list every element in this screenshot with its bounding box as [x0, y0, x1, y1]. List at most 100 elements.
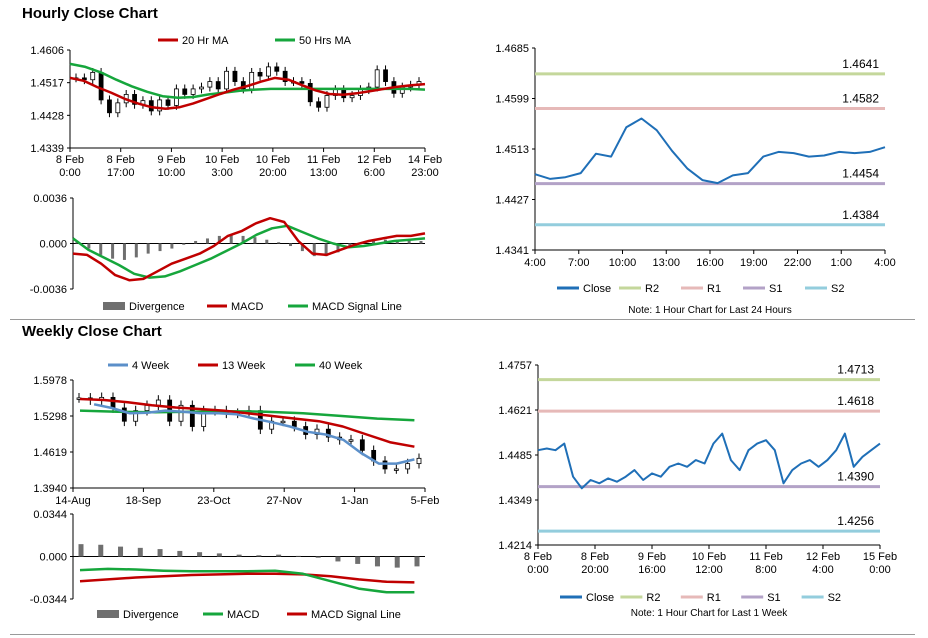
hourly-divergence-bar: [111, 243, 115, 259]
weekly-levels-x-tick-label: 0:00: [527, 564, 548, 576]
hourly-divergence-bar: [229, 234, 233, 244]
hourly-levels-x-tick-label: 1:00: [831, 257, 852, 269]
hourly-levels-legend-r1-label: R1: [707, 283, 721, 295]
weekly-levels-x-tick-label: 10 Feb: [692, 551, 726, 563]
hourly-divergence-bar: [265, 239, 269, 244]
hourly-divergence-bar: [289, 243, 293, 247]
weekly-levels-legend-s1-label: S1: [767, 592, 780, 604]
hourly-divergence-bar: [241, 235, 245, 244]
weekly-levels-x-tick-label: 11 Feb: [749, 551, 782, 563]
hourly-price-candle-body: [199, 86, 204, 90]
hourly-price-candle-body: [182, 88, 188, 95]
hourly-ma20-line: [69, 76, 426, 110]
weekly-macd-y-tick-label: -0.0344: [30, 594, 67, 606]
weekly-levels-level-label-s1: 1.4390: [837, 470, 874, 484]
weekly-levels-x-tick-label: 8:00: [755, 564, 776, 576]
hourly-price-candle-body: [190, 88, 196, 95]
hourly-price-x-tick-label: 14 Feb: [408, 154, 442, 166]
weekly-price-candle-body: [133, 410, 139, 422]
hourly-price-candle-body: [257, 71, 263, 77]
weekly-levels-legend-s2-label: S2: [828, 592, 841, 604]
weekly-legend-4w-label: 4 Week: [132, 360, 170, 372]
hourly-price-candle-body: [307, 83, 313, 103]
hourly-price-candle-body: [215, 81, 221, 90]
weekly-price-candle-body: [121, 407, 127, 422]
hourly-levels-x-tick-label: 16:00: [696, 257, 724, 269]
hourly-levels-legend-s2-label: S2: [831, 283, 844, 295]
weekly-price-candle-body: [359, 439, 365, 451]
hourly-levels-close-line: [534, 117, 886, 185]
hourly-price-candle-body: [316, 101, 322, 108]
weekly-levels-legend-r2-label: R2: [646, 592, 660, 604]
hourly-divergence-bar: [336, 243, 340, 253]
weekly-price-candle-body: [325, 428, 331, 438]
hourly-levels-legend-r2-label: R2: [645, 283, 659, 295]
weekly-legend-40w-label: 40 Week: [319, 360, 363, 372]
weekly-price-candle-body: [110, 396, 116, 409]
hourly-levels-y-tick-label: 1.4513: [495, 144, 529, 156]
section-divider: [10, 319, 915, 320]
weekly-divergence-bar: [414, 556, 420, 567]
hourly-divergence-bar: [194, 240, 198, 244]
hourly-price-x-tick-label: 9 Feb: [157, 154, 185, 166]
hourly-price-x-tick-label: 0:00: [59, 167, 80, 179]
weekly-divergence-bar: [355, 556, 361, 564]
hourly-levels-level-label-r2: 1.4641: [842, 57, 879, 71]
hourly-divergence-bar: [122, 243, 126, 260]
weekly-price-x-tick-label: 27-Nov: [266, 495, 302, 507]
hourly-divergence-bar: [300, 243, 304, 252]
hourly-levels-x-tick-label: 19:00: [740, 257, 768, 269]
weekly-legend-13w-label: 13 Week: [222, 360, 266, 372]
hourly-price-x-tick-label: 8 Feb: [107, 154, 135, 166]
hourly-price-x-tick-label: 8 Feb: [56, 154, 84, 166]
hourly-price-candle-body: [90, 71, 96, 81]
weekly-legend-divergence-label: Divergence: [123, 609, 179, 621]
weekly-divergence-bar: [276, 554, 282, 557]
weekly-price-y-tick-label: 1.3940: [33, 483, 67, 495]
weekly-divergence-bar: [335, 556, 341, 562]
hourly-price-candle-body: [207, 81, 213, 88]
hourly-divergence-bar: [407, 239, 411, 244]
weekly-13w-line: [79, 397, 415, 448]
hourly-price-x-tick-label: 6:00: [364, 167, 385, 179]
weekly-price-candle-body: [348, 439, 354, 442]
hourly-price-x-tick-label: 12 Feb: [357, 154, 391, 166]
weekly-levels-level-label-s2: 1.4256: [837, 514, 874, 528]
weekly-divergence-bar: [177, 550, 183, 557]
weekly-macd-line: [79, 567, 415, 594]
weekly-signal-line: [79, 572, 415, 584]
hourly-price-candle-body: [274, 66, 280, 72]
hourly-levels-level-label-s1: 1.4454: [842, 167, 879, 181]
hourly-ma50-line: [69, 62, 426, 99]
weekly-price-x-tick-label: 14-Aug: [55, 495, 90, 507]
hourly-price-x-tick-label: 23:00: [411, 167, 439, 179]
hourly-price-x-tick-label: 3:00: [211, 167, 232, 179]
hourly-divergence-bar: [312, 243, 316, 257]
hourly-levels-legend-close-label: Close: [583, 283, 611, 295]
weekly-divergence-bar: [137, 547, 143, 557]
weekly-levels-x-tick-label: 9 Feb: [638, 551, 666, 563]
hourly-levels-x-tick-label: 22:00: [784, 257, 812, 269]
hourly-divergence-bar: [170, 243, 174, 249]
weekly-price-candle-body: [405, 463, 411, 470]
weekly-levels-x-tick-label: 20:00: [581, 564, 609, 576]
hourly-price-candle-body: [374, 69, 380, 88]
hourly-levels-level-label-s2: 1.4384: [842, 208, 879, 222]
weekly-levels-y-tick-label: 1.4214: [498, 540, 532, 552]
weekly-price-y-tick-label: 1.5298: [33, 411, 67, 423]
hourly-divergence-bar: [372, 240, 376, 244]
hourly-divergence-bar: [324, 243, 328, 257]
weekly-levels-x-tick-label: 12 Feb: [806, 551, 840, 563]
weekly-macd-y-tick-label: 0.000: [39, 552, 67, 564]
weekly-divergence-bar: [315, 556, 321, 558]
weekly-price-y-tick-label: 1.5978: [33, 375, 67, 387]
hourly-section-title: Hourly Close Chart: [22, 5, 158, 22]
hourly-price-candle-body: [224, 70, 229, 90]
hourly-price-candle-body: [266, 66, 271, 77]
weekly-levels-y-tick-label: 1.4757: [498, 360, 532, 372]
weekly-price-x-tick-label: 23-Oct: [197, 495, 230, 507]
hourly-signal-line: [72, 224, 426, 279]
hourly-levels-y-tick-label: 1.4341: [495, 245, 529, 257]
hourly-price-candle-body: [349, 95, 355, 99]
